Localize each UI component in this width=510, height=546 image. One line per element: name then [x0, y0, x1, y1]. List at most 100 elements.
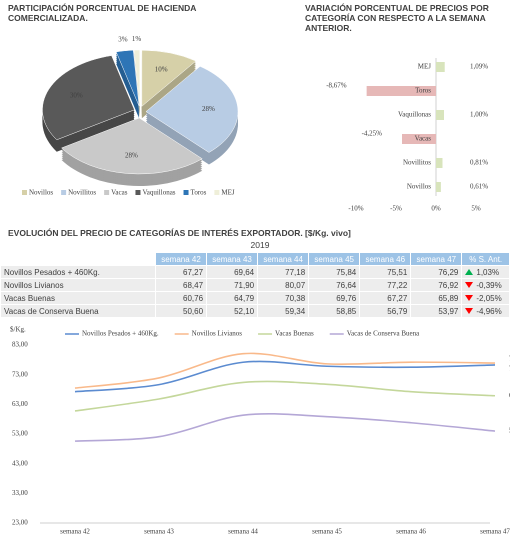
- table-cell: Vacas Buenas: [0, 291, 156, 305]
- y-tick-label: 23,00: [12, 519, 28, 527]
- table-cell: 76,64: [308, 278, 361, 292]
- category-label: Toros: [415, 87, 431, 95]
- table-cell: -0,39%: [461, 278, 510, 292]
- table-cell: 59,34: [257, 304, 310, 318]
- legend-label: Novillitos: [68, 189, 96, 197]
- table-cell: 64,79: [206, 291, 259, 305]
- y-tick-label: 33,00: [12, 489, 28, 497]
- legend-swatch: [104, 190, 110, 195]
- table-title: EVOLUCIÓN DEL PRECIO DE CATEGORÍAS DE IN…: [8, 228, 351, 238]
- legend-label: Vacas de Conserva Buena: [347, 330, 420, 338]
- table-cell: 76,92: [410, 278, 463, 292]
- x-tick-label: semana 43: [144, 528, 174, 536]
- table-cell: 69,76: [308, 291, 361, 305]
- header-cell: semana 46: [359, 252, 412, 266]
- legend-label: MEJ: [221, 189, 235, 197]
- pie-slice: [115, 49, 140, 107]
- bar: [402, 134, 436, 144]
- slice-label: 1%: [132, 35, 142, 43]
- trend-icon: [465, 308, 474, 315]
- trend-icon: [465, 282, 474, 289]
- header-cell: semana 43: [206, 252, 259, 266]
- slice-label: 28%: [125, 151, 138, 159]
- pie-slice: [42, 55, 135, 141]
- table-cell: 76,29: [410, 265, 463, 279]
- legend-swatch: [61, 190, 67, 195]
- x-tick-label: semana 44: [228, 528, 258, 536]
- table-cell: 77,22: [359, 278, 412, 292]
- legend-swatch: [22, 190, 27, 195]
- table-cell: 77,18: [257, 265, 310, 279]
- slice-label: 28%: [202, 105, 215, 113]
- table-cell: 56,79: [359, 304, 412, 318]
- table-row: Novillos Livianos 68,47 71,90 80,07 76,64 77,…: [0, 278, 510, 292]
- category-label: Novillos: [407, 183, 431, 191]
- legend-label: Vaquillonas: [142, 189, 175, 197]
- trend-icon: [465, 269, 474, 276]
- pie-slice: [145, 66, 239, 153]
- y-tick-label: 83,00: [12, 341, 28, 349]
- slice-label: 10%: [155, 66, 168, 74]
- table-cell: 68,47: [154, 278, 208, 292]
- table-cell: -4,96%: [461, 304, 510, 318]
- table-cell: 60,76: [154, 291, 208, 305]
- table-cell: 65,89: [410, 291, 463, 305]
- x-tick-label: 0%: [431, 205, 441, 213]
- bar: [436, 62, 445, 72]
- y-axis-label: $/Kg.: [10, 326, 26, 334]
- bar: [436, 182, 441, 192]
- table-cell: 52,10: [206, 304, 259, 318]
- legend-swatch: [135, 190, 141, 195]
- series-line: [74, 360, 496, 393]
- table-cell: 69,64: [206, 265, 259, 279]
- series-line: [74, 412, 496, 442]
- table-row: Vacas Buenas 60,76 64,79 70,38 69,76 67,27 65,…: [0, 291, 510, 305]
- legend-swatch: [183, 190, 189, 195]
- legend-label: Novillos Pesados + 460Kg.: [82, 330, 159, 338]
- table-cell: 80,07: [257, 278, 310, 292]
- slice-label: 3%: [118, 36, 128, 44]
- x-tick-label: semana 47: [480, 528, 510, 536]
- header-cell: % S. Ant.: [461, 252, 510, 266]
- table-cell: Novillos Pesados + 460Kg.: [0, 265, 156, 279]
- table-cell: 67,27: [359, 291, 412, 305]
- x-tick-label: -5%: [390, 205, 402, 213]
- table-row: Vacas de Conserva Buena 50,60 52,10 59,34 58…: [0, 304, 510, 318]
- pie-slice: [133, 49, 141, 107]
- x-tick-label: 5%: [471, 205, 481, 213]
- table-cell: 50,60: [154, 304, 208, 318]
- value-label: 1,09%: [470, 63, 488, 71]
- category-label: Vaquillonas: [398, 111, 431, 119]
- table-cell: 67,27: [154, 265, 208, 279]
- y-tick-label: 53,00: [12, 430, 28, 438]
- legend-label: Novillos Livianos: [192, 330, 243, 338]
- trend-icon: [465, 295, 474, 302]
- bar: [436, 110, 444, 120]
- header-cell: semana 44: [257, 252, 310, 266]
- table-cell: -2,05%: [461, 291, 510, 305]
- value-label: 0,61%: [470, 183, 488, 191]
- table-cell: 70,38: [257, 291, 310, 305]
- legend-label: Vacas Buenas: [275, 330, 314, 338]
- legend-label: Novillos: [29, 189, 53, 197]
- legend-swatch: [214, 190, 220, 195]
- y-tick-label: 63,00: [12, 400, 28, 408]
- pie-slice: [61, 117, 203, 175]
- y-tick-label: 43,00: [12, 459, 28, 467]
- legend-label: Toros: [191, 189, 207, 197]
- series-line: [74, 352, 496, 389]
- value-label: -4,25%: [362, 130, 383, 138]
- series-line: [74, 380, 496, 412]
- y-tick-label: 73,00: [12, 370, 28, 378]
- x-tick-label: semana 45: [312, 528, 342, 536]
- bar: [366, 86, 436, 96]
- header-cell: semana 45: [308, 252, 361, 266]
- table-cell: 58,85: [308, 304, 361, 318]
- table-cell: 71,90: [206, 278, 259, 292]
- x-tick-label: semana 46: [396, 528, 426, 536]
- x-tick-label: -10%: [348, 205, 363, 213]
- table-cell: Vacas de Conserva Buena: [0, 304, 156, 318]
- pie-title: PARTICIPACIÓN PORCENTUAL DE HACIENDA COM…: [8, 3, 197, 23]
- category-label: Vacas: [415, 135, 432, 143]
